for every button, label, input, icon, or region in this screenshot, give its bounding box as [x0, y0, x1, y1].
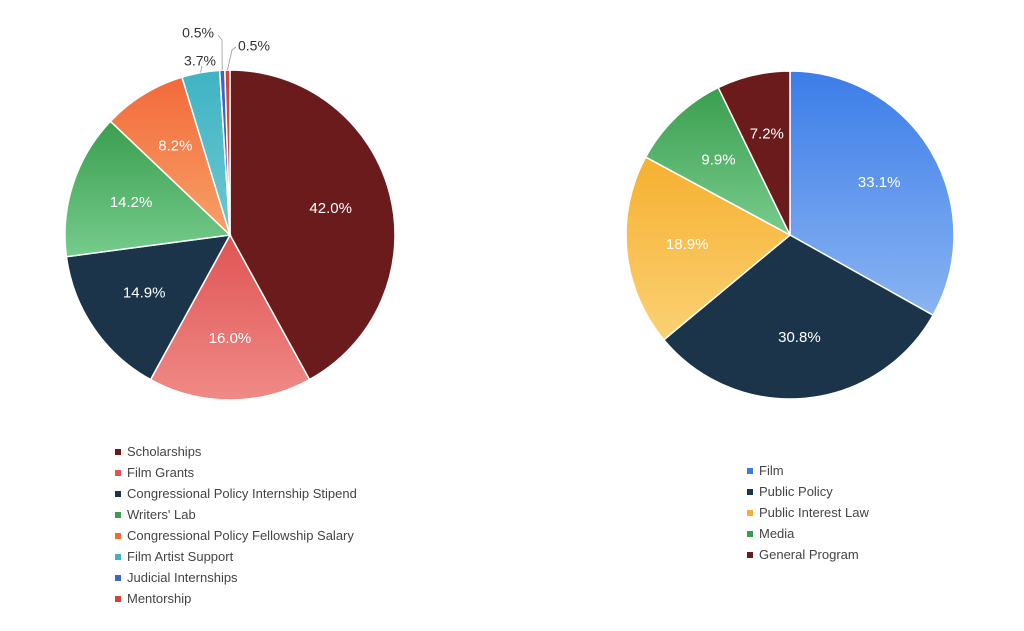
legend-label: Public Policy — [759, 484, 833, 499]
legend-swatch — [747, 509, 753, 516]
legend-label: Congressional Policy Internship Stipend — [127, 486, 357, 501]
slice-label-public-interest-law: 18.9% — [666, 236, 709, 253]
legend-label: Media — [759, 526, 795, 541]
slice-label-mentorship: 0.5% — [238, 38, 270, 54]
slice-label-general-program: 7.2% — [750, 125, 784, 142]
slice-label-writers-lab: 14.2% — [110, 194, 153, 211]
legend-item-public-interest-law: Public Interest Law — [747, 502, 869, 523]
pie-chart-programs: 33.1% 30.8% 18.9% 9.9% 7.2% — [625, 70, 955, 400]
slice-label-media: 9.9% — [701, 151, 735, 168]
legend-swatch — [115, 532, 121, 539]
legend-swatch — [115, 511, 121, 518]
pie-slice-scholarships — [229, 69, 396, 381]
legend-swatch — [747, 467, 753, 474]
slice-label-judicial-internships: 0.5% — [182, 25, 214, 41]
pie-chart-grants: 42.0% 16.0% 14.9% 14.2% 8.2% 3.7% 0.5% 0.5% — [64, 25, 396, 401]
legend-item-film: Film — [747, 460, 869, 481]
pie-slice-general-program — [717, 70, 791, 236]
pie-slice-media — [644, 86, 792, 237]
legend-swatch — [747, 551, 753, 558]
legend-label: Writers' Lab — [127, 507, 196, 522]
legend-swatch — [115, 448, 121, 455]
legend-item-mentorship: Mentorship — [115, 588, 357, 609]
pie-slice-film-grants — [149, 233, 311, 401]
slice-label-film: 33.1% — [858, 174, 901, 191]
leader-line-judicial-internships — [217, 34, 223, 71]
legend-label: Mentorship — [127, 591, 192, 606]
legend-label: Film Grants — [127, 465, 195, 480]
legend-label: Film — [759, 463, 784, 478]
legend-swatch — [747, 530, 753, 537]
pie-slice-public-interest-law — [625, 156, 792, 341]
legend-swatch — [115, 553, 121, 560]
legend-label: Congressional Policy Fellowship Salary — [127, 528, 354, 543]
legend-label: Public Interest Law — [759, 505, 869, 520]
legend-item-public-policy: Public Policy — [747, 481, 869, 502]
legend-item-congressional-policy-fellowship-salary: Congressional Policy Fellowship Salary — [115, 525, 357, 546]
legend-label: Film Artist Support — [127, 549, 234, 564]
legend-item-scholarships: Scholarships — [115, 441, 357, 462]
pie-slice-public-policy — [662, 234, 935, 400]
legend-grants: Scholarships Film Grants Congressional Pol… — [115, 441, 357, 609]
slice-label-film-artist-support: 3.7% — [184, 53, 216, 69]
legend-swatch — [115, 595, 121, 602]
legend-swatch — [115, 469, 121, 476]
leader-line-mentorship — [227, 46, 237, 71]
legend-swatch — [115, 490, 121, 497]
legend-item-film-artist-support: Film Artist Support — [115, 546, 357, 567]
pie-slice-writers-lab — [64, 120, 232, 258]
slice-label-congressional-policy-fellowship-salary: 8.2% — [158, 137, 192, 154]
legend-item-media: Media — [747, 523, 869, 544]
legend-item-writers-lab: Writers' Lab — [115, 504, 357, 525]
legend-label: Judicial Internships — [127, 570, 238, 585]
pie-slice-congressional-policy-internship-stipend — [65, 234, 232, 381]
legend-item-film-grants: Film Grants — [115, 462, 357, 483]
slice-label-scholarships: 42.0% — [309, 200, 352, 217]
pie-slice-film — [789, 70, 955, 317]
pie-slice-mentorship — [224, 69, 231, 236]
slice-label-public-policy: 30.8% — [778, 329, 821, 346]
slice-label-congressional-policy-internship-stipend: 14.9% — [123, 285, 166, 302]
legend-label: General Program — [759, 547, 859, 562]
legend-item-congressional-policy-internship-stipend: Congressional Policy Internship Stipend — [115, 483, 357, 504]
legend-item-judicial-internships: Judicial Internships — [115, 567, 357, 588]
legend-swatch — [115, 574, 121, 581]
legend-swatch — [747, 488, 753, 495]
leader-line-film-artist-support — [200, 65, 203, 73]
legend-programs: Film Public Policy Public Interest Law Medi… — [747, 460, 869, 565]
legend-item-general-program: General Program — [747, 544, 869, 565]
slice-label-film-grants: 16.0% — [209, 330, 252, 347]
legend-label: Scholarships — [127, 444, 202, 459]
